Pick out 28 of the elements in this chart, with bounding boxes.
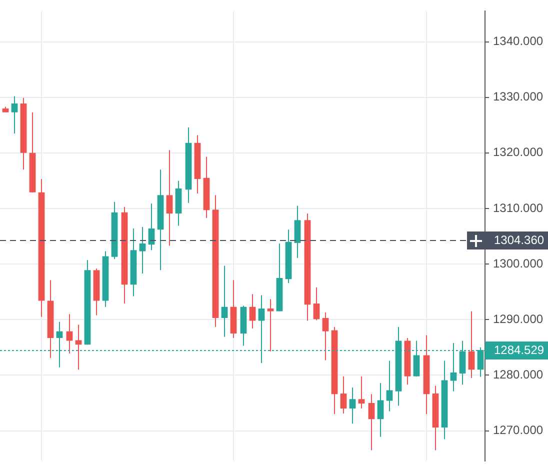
y-tick-label: 1300.000 — [493, 256, 544, 270]
y-tick-label: 1280.000 — [493, 368, 544, 382]
candlestick — [75, 324, 82, 370]
candlestick — [66, 314, 73, 354]
candlestick — [358, 376, 365, 410]
ref-line-label: 1284.529 — [494, 342, 544, 357]
candlestick — [267, 298, 274, 352]
candlestick — [249, 294, 256, 330]
candlestick — [468, 310, 475, 378]
candlestick — [386, 360, 393, 412]
candlestick — [377, 382, 384, 438]
y-tick-label: 1290.000 — [493, 312, 544, 326]
ref-line-label: 1304.360 — [494, 232, 544, 247]
candlestick — [349, 386, 356, 424]
y-tick-label: 1270.000 — [493, 423, 544, 438]
candlestick — [221, 265, 228, 338]
candlestick — [11, 96, 18, 134]
y-tick-label: 1310.000 — [493, 200, 544, 215]
candlestick — [294, 205, 301, 258]
y-tick-label: 1320.000 — [493, 145, 544, 160]
candlestick — [368, 394, 375, 451]
candlestick — [313, 286, 320, 321]
y-tick-label: 1330.000 — [493, 90, 544, 104]
candlestick — [139, 226, 146, 274]
candlestick — [166, 150, 173, 246]
candlestick — [322, 312, 329, 361]
y-tick-label: 1340.000 — [493, 34, 544, 48]
candlestick — [340, 376, 347, 414]
